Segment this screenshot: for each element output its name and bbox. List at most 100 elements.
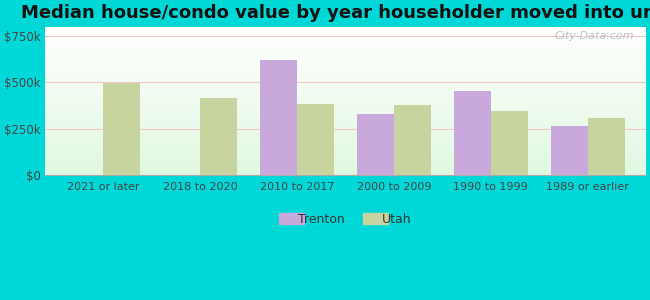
Bar [588, 118, 625, 175]
Bar [45, 141, 646, 142]
Bar [45, 136, 646, 137]
Bar [45, 172, 646, 173]
Bar [45, 104, 646, 105]
Bar [45, 55, 646, 56]
Bar [45, 99, 646, 100]
Bar [45, 93, 646, 94]
Bar [45, 102, 646, 103]
Bar [45, 47, 646, 48]
Bar [45, 56, 646, 57]
Bar [45, 101, 646, 102]
Bar [45, 33, 646, 34]
Bar [45, 44, 646, 45]
Bar [394, 105, 431, 175]
Bar [45, 154, 646, 155]
Bar [45, 35, 646, 36]
Bar [45, 46, 646, 47]
Bar [45, 137, 646, 138]
Bar [454, 91, 491, 175]
Bar [45, 52, 646, 53]
Bar [45, 70, 646, 71]
Bar [45, 125, 646, 126]
Bar [45, 161, 646, 162]
Bar [45, 96, 646, 97]
Bar [45, 89, 646, 90]
Bar [45, 54, 646, 55]
Bar [45, 45, 646, 46]
Bar [45, 117, 646, 118]
Bar [45, 40, 646, 41]
Bar [45, 112, 646, 113]
Bar [45, 27, 646, 28]
Bar [45, 26, 646, 27]
Bar [45, 67, 646, 68]
Bar [45, 147, 646, 148]
Bar [45, 149, 646, 150]
Bar [45, 39, 646, 40]
Bar [45, 110, 646, 111]
Bar [45, 153, 646, 154]
Bar [45, 131, 646, 132]
Bar [45, 100, 646, 101]
Bar [45, 157, 646, 158]
Bar [45, 145, 646, 146]
Bar [45, 49, 646, 50]
Bar [45, 143, 646, 144]
Bar [45, 130, 646, 131]
Bar [45, 90, 646, 91]
Bar [45, 146, 646, 147]
Bar [45, 91, 646, 92]
Bar [357, 114, 394, 175]
Bar [45, 61, 646, 62]
Bar [45, 138, 646, 139]
Bar [45, 34, 646, 35]
Bar [45, 73, 646, 74]
Bar [45, 77, 646, 78]
Bar [45, 79, 646, 80]
Bar [45, 109, 646, 110]
Bar [45, 68, 646, 69]
Bar [45, 170, 646, 171]
Bar [45, 140, 646, 141]
Bar [45, 163, 646, 164]
Bar [45, 132, 646, 133]
Bar [103, 83, 140, 175]
Bar [45, 60, 646, 61]
Bar [45, 167, 646, 168]
Bar [45, 162, 646, 163]
Bar [45, 62, 646, 63]
Bar [45, 28, 646, 29]
Bar [45, 82, 646, 83]
Bar [260, 60, 297, 175]
Bar [200, 98, 237, 175]
Text: City-Data.com: City-Data.com [554, 31, 634, 41]
Title: Median house/condo value by year householder moved into unit: Median house/condo value by year househo… [21, 4, 650, 22]
Bar [45, 48, 646, 49]
Bar [45, 30, 646, 31]
Bar [45, 156, 646, 157]
Bar [45, 123, 646, 124]
Bar [45, 164, 646, 165]
Bar [45, 105, 646, 106]
Bar [45, 108, 646, 109]
Bar [45, 120, 646, 121]
Bar [45, 36, 646, 37]
Bar [45, 57, 646, 58]
Bar [45, 65, 646, 66]
Bar [45, 95, 646, 96]
Bar [297, 103, 333, 175]
Bar [45, 80, 646, 81]
Bar [45, 158, 646, 159]
Bar [45, 171, 646, 172]
Bar [45, 111, 646, 112]
Bar [45, 94, 646, 95]
Bar [45, 173, 646, 174]
Bar [45, 71, 646, 72]
Bar [45, 174, 646, 175]
Bar [45, 29, 646, 30]
Bar [45, 166, 646, 167]
Bar [45, 165, 646, 166]
Bar [45, 116, 646, 117]
Bar [45, 118, 646, 119]
Bar [45, 134, 646, 135]
